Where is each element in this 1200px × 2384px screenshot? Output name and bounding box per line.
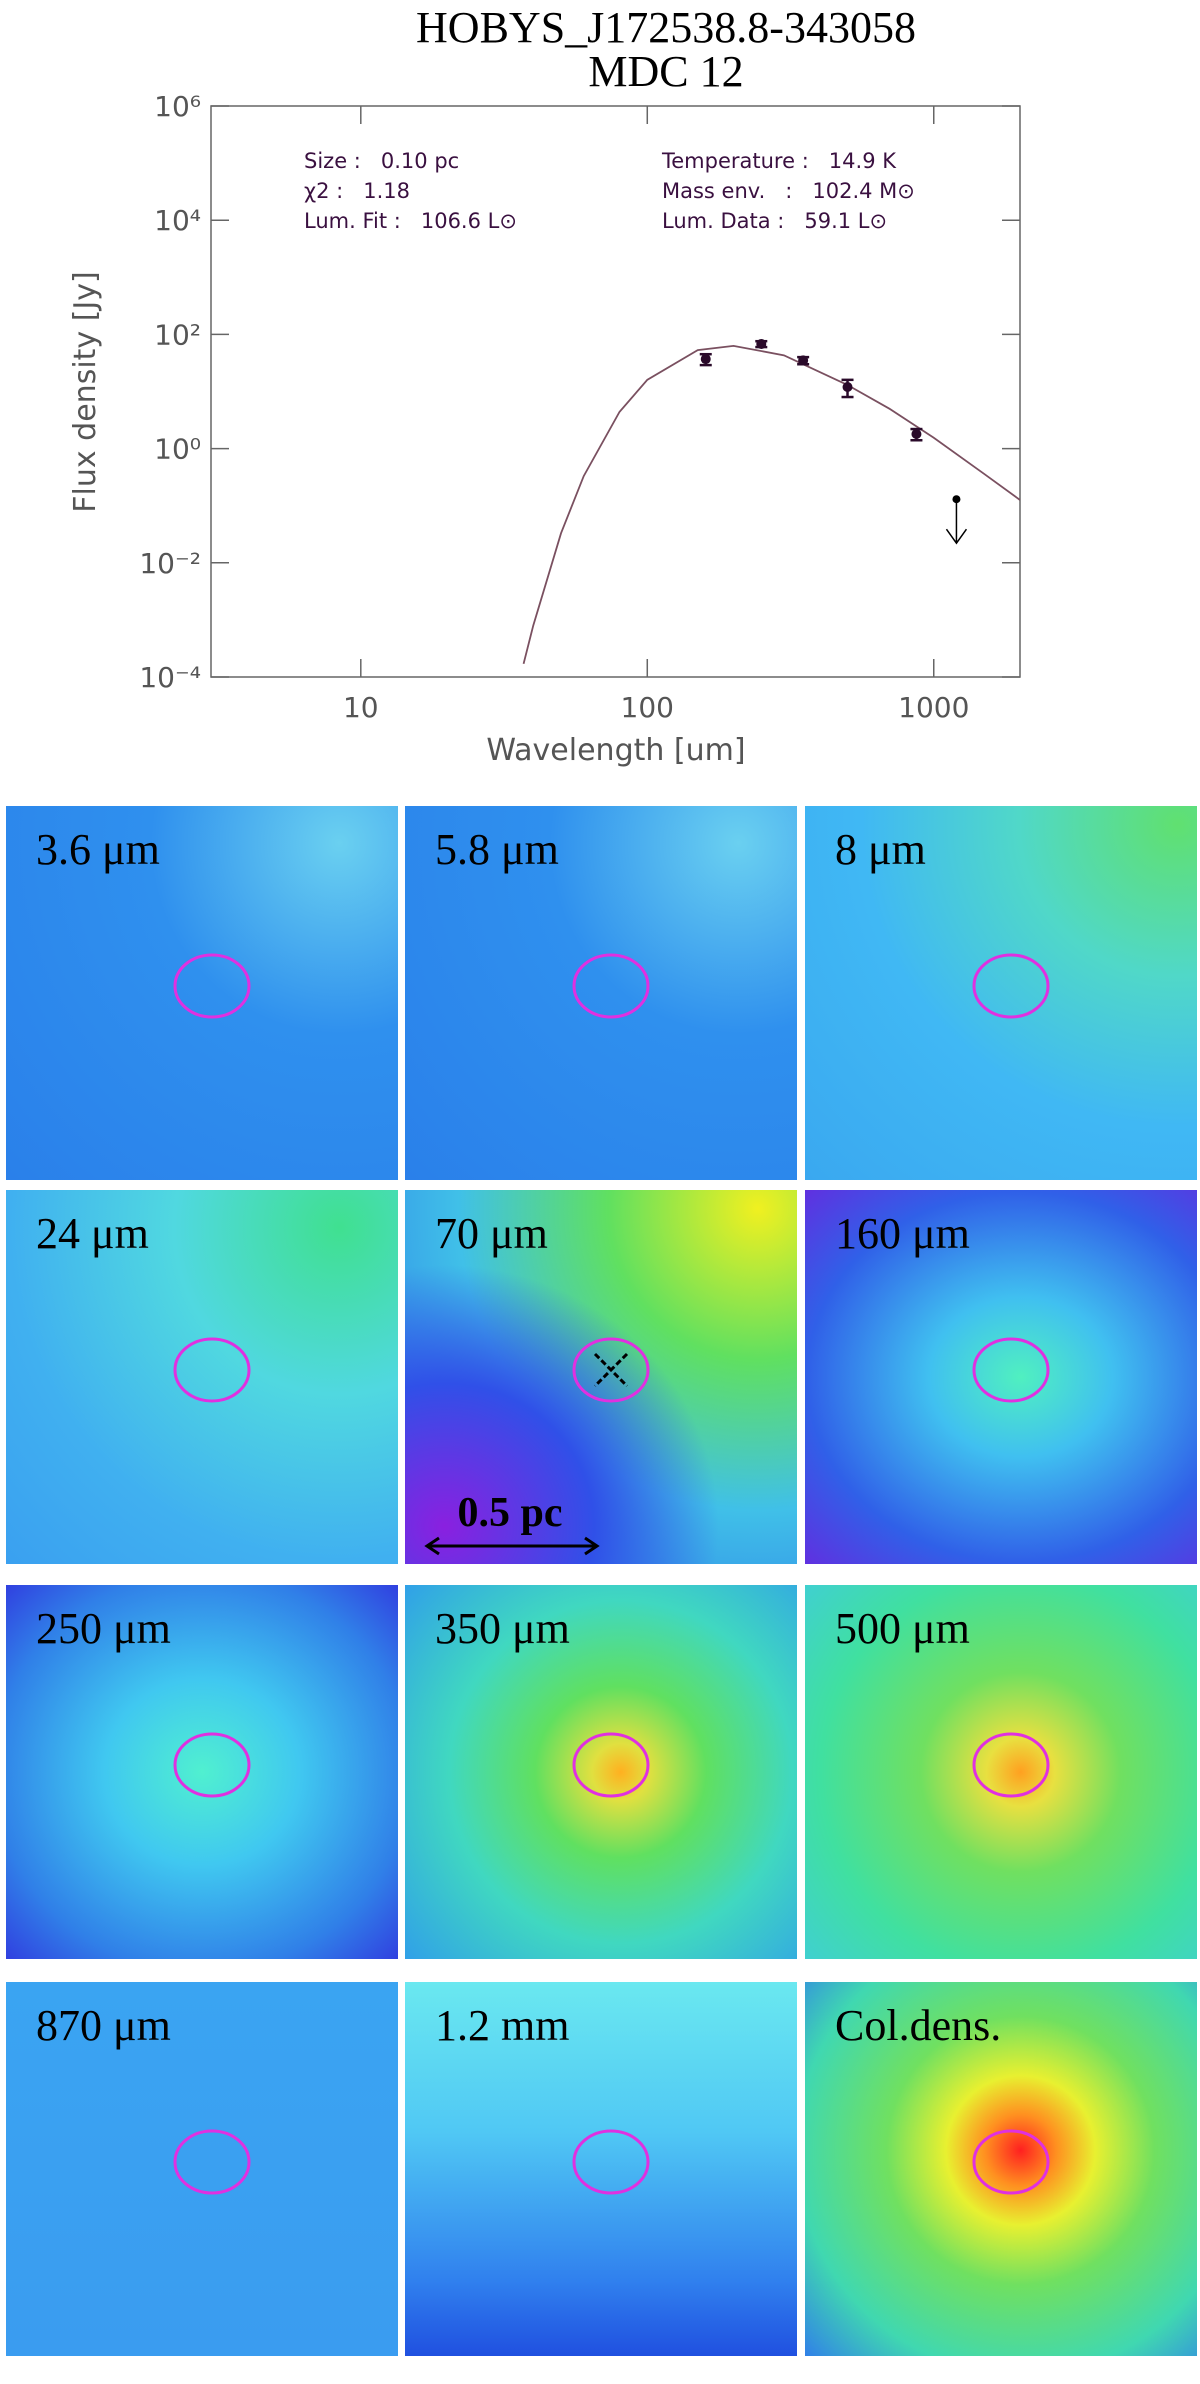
fit-info: Lum. Fit : 106.6 L⊙ — [304, 209, 517, 233]
panel-overlay — [173, 1337, 251, 1403]
source-ellipse — [173, 1732, 251, 1798]
panel-overlay — [173, 1732, 251, 1798]
source-ellipse — [572, 2129, 650, 2195]
fit-info: χ2 : 1.18 — [304, 179, 410, 203]
panel-label: 70 μm — [435, 1209, 548, 1258]
panel-label: 250 μm — [36, 1604, 171, 1653]
panel-label: 5.8 μm — [435, 825, 559, 874]
panel-label: 3.6 μm — [36, 825, 160, 874]
fit-info: Mass env. : 102.4 M⊙ — [662, 179, 915, 203]
image-panel: 250 μm — [6, 1585, 398, 1959]
fit-info: Lum. Data : 59.1 L⊙ — [662, 209, 887, 233]
panel-label: 350 μm — [435, 1604, 570, 1653]
chart-title: HOBYS_J172538.8-343058 — [416, 3, 916, 52]
source-ellipse — [972, 1337, 1050, 1403]
source-ellipse — [972, 953, 1050, 1019]
data-point — [700, 354, 711, 365]
source-ellipse — [572, 1732, 650, 1798]
x-tick-label: 1000 — [898, 691, 969, 724]
image-panel: Col.dens. — [805, 1982, 1197, 2356]
source-ellipse — [572, 1337, 650, 1403]
panel-label: 160 μm — [835, 1209, 970, 1258]
y-tick-label: 10⁶ — [154, 90, 201, 123]
panel-label: 500 μm — [835, 1604, 970, 1653]
data-point — [756, 338, 767, 349]
panel-overlay — [972, 1732, 1050, 1798]
panel-label: 24 μm — [36, 1209, 149, 1258]
y-tick-label: 10⁻⁴ — [139, 661, 201, 694]
scale-bar: 0.5 pc — [424, 1490, 600, 1556]
image-panel: 350 μm — [405, 1585, 797, 1959]
peak-cross — [593, 1352, 629, 1388]
data-point — [842, 381, 853, 392]
panel-overlay — [173, 953, 251, 1019]
panel-overlay — [572, 1337, 650, 1403]
fit-info: Temperature : 14.9 K — [661, 149, 897, 173]
image-panel: 160 μm — [805, 1190, 1197, 1564]
panel-overlay — [572, 1732, 650, 1798]
panel-label: 870 μm — [36, 2001, 171, 2050]
data-point — [911, 429, 922, 440]
image-panel: 1.2 mm — [405, 1982, 797, 2356]
chart-subtitle: MDC 12 — [588, 47, 743, 96]
source-ellipse — [173, 2129, 251, 2195]
image-panel: 24 μm — [6, 1190, 398, 1564]
source-ellipse — [572, 953, 650, 1019]
panel-label: 1.2 mm — [435, 2001, 570, 2050]
x-tick-label: 100 — [621, 691, 674, 724]
plot-frame — [210, 105, 1021, 678]
x-tick-label: 10 — [343, 691, 379, 724]
y-tick-label: 10⁻² — [139, 547, 201, 580]
image-panel: 870 μm — [6, 1982, 398, 2356]
fit-curve — [522, 344, 1021, 665]
source-ellipse — [173, 953, 251, 1019]
source-ellipse — [173, 1337, 251, 1403]
image-panel: 3.6 μm — [6, 806, 398, 1180]
image-panel: 70 μm 0.5 pc — [405, 1190, 797, 1564]
panel-overlay — [972, 2129, 1050, 2195]
data-point — [798, 355, 809, 366]
panel-overlay — [972, 953, 1050, 1019]
image-panel: 8 μm — [805, 806, 1197, 1180]
panel-overlay — [572, 2129, 650, 2195]
source-ellipse — [972, 2129, 1050, 2195]
image-panel: 500 μm — [805, 1585, 1197, 1959]
panel-label: Col.dens. — [835, 2001, 1002, 2050]
y-axis-label: Flux density [Jy] — [68, 271, 103, 512]
scale-label: 0.5 pc — [458, 1490, 563, 1536]
fit-info: Size : 0.10 pc — [304, 149, 459, 173]
y-tick-label: 10⁴ — [154, 204, 201, 237]
x-axis-label: Wavelength [um] — [486, 733, 745, 768]
source-ellipse — [972, 1732, 1050, 1798]
panel-overlay — [572, 953, 650, 1019]
panel-overlay — [173, 2129, 251, 2195]
y-tick-label: 10² — [154, 318, 201, 351]
scale-arrow — [424, 1536, 600, 1556]
y-tick-label: 10⁰ — [154, 433, 201, 466]
panel-overlay — [972, 1337, 1050, 1403]
sed-chart: HOBYS_J172538.8-343058 MDC 12 Wavelength… — [68, 3, 1021, 768]
panel-label: 8 μm — [835, 825, 926, 874]
image-panel: 5.8 μm — [405, 806, 797, 1180]
upper-limit-arrow — [945, 499, 968, 545]
